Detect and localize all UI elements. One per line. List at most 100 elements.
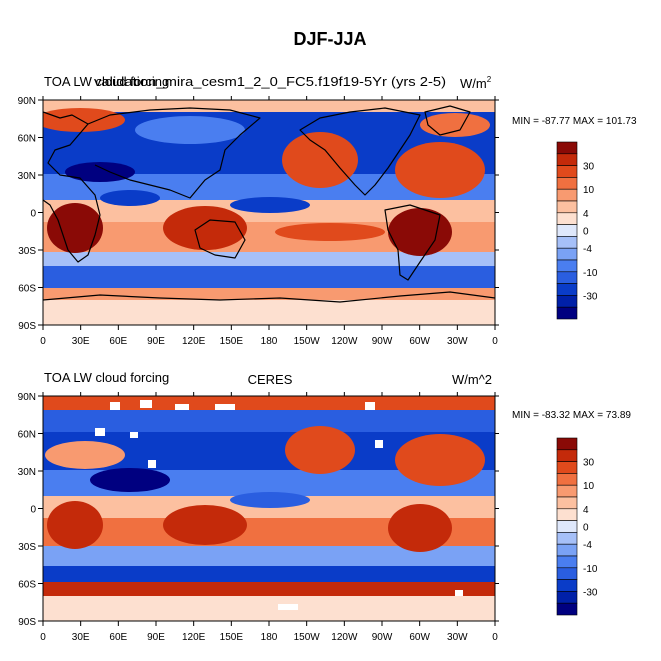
- x-tick-label: 0: [40, 632, 46, 643]
- x-tick-label: 150E: [220, 336, 244, 347]
- panel-obs: TOA LW cloud forcing CERES W/m^2 MIN = -…: [18, 370, 632, 643]
- panel-obs-axes: 0 30E 60E 90E 120E 150E 180 150W 120W 90W 60W 30W 09…: [18, 392, 499, 643]
- figure-title: DJF-JJA: [293, 29, 366, 49]
- panel-obs-missing-data: [140, 400, 152, 408]
- y-tick-label: 0: [30, 209, 36, 220]
- x-tick-label: 90W: [372, 336, 393, 347]
- panel-model-stats: MIN = -87.77 MAX = 101.73: [512, 116, 637, 127]
- panel-obs-feature: [163, 505, 247, 545]
- panel-model-feature: [65, 162, 135, 182]
- x-tick-label: 60W: [409, 336, 430, 347]
- y-tick-label: 90N: [18, 96, 36, 107]
- y-tick-label: 30S: [18, 542, 36, 553]
- colorbar-box: [556, 567, 578, 580]
- colorbar-box: [556, 165, 578, 178]
- panel-obs-center-title: CERES: [248, 372, 293, 387]
- panel-model-feature: [135, 116, 245, 144]
- coastline-europe-africa: [43, 111, 101, 263]
- colorbar-box: [556, 306, 578, 320]
- panel-obs-missing-data: [148, 460, 156, 468]
- colorbar-label: 4: [583, 209, 589, 220]
- y-tick-label: 90S: [18, 617, 36, 628]
- y-tick-label: 60S: [18, 284, 36, 295]
- colorbar-box: [556, 543, 578, 557]
- panel-model-feature: [47, 203, 103, 253]
- x-tick-label: 120E: [182, 336, 206, 347]
- coastline-south-america: [384, 204, 441, 281]
- panel-model-band: [43, 100, 495, 112]
- colorbar-label: 0: [583, 523, 589, 534]
- panel-model-band: [43, 300, 495, 325]
- panel-obs-band: [43, 582, 495, 596]
- panel-model-colorbar: 30 10 4 0 -4 -10 -30: [556, 141, 598, 320]
- colorbar-box: [556, 283, 578, 296]
- panel-obs-missing-data: [375, 440, 383, 448]
- colorbar-label: -4: [583, 540, 592, 551]
- coastline-north-america: [299, 107, 421, 196]
- colorbar-box: [556, 177, 578, 190]
- colorbar-box: [556, 508, 578, 521]
- y-tick-label: 60S: [18, 580, 36, 591]
- colorbar-label: -30: [583, 587, 598, 598]
- colorbar-label: 4: [583, 505, 589, 516]
- y-tick-label: 60N: [18, 430, 36, 441]
- panel-model-feature: [395, 142, 485, 198]
- panel-model-axes: 0 30E 60E 90E 120E 150E 180 150W 120W 90W 60W 30W 09…: [18, 96, 499, 347]
- panel-model-feature: [282, 132, 358, 188]
- coastline-asia: [87, 107, 261, 199]
- panel-obs-missing-data: [110, 402, 120, 410]
- colorbar-box: [556, 579, 578, 592]
- y-tick-label: 0: [30, 505, 36, 516]
- x-tick-label: 30W: [447, 632, 468, 643]
- coastline-antarctica: [43, 291, 495, 303]
- colorbar-label: 0: [583, 227, 589, 238]
- colorbar-box: [556, 224, 578, 237]
- colorbar-box: [556, 437, 578, 451]
- x-tick-label: 90E: [147, 632, 165, 643]
- colorbar-label: -4: [583, 244, 592, 255]
- x-tick-label: 60E: [109, 632, 127, 643]
- colorbar-box: [556, 259, 578, 273]
- panel-model-center-title: validation_mira_cesm1_2_0_FC5.f19f19-5Yr…: [94, 74, 446, 89]
- colorbar-box: [556, 449, 578, 462]
- x-tick-label: 150W: [294, 632, 321, 643]
- x-tick-label: 60W: [409, 632, 430, 643]
- x-tick-label: 120W: [331, 632, 358, 643]
- panel-model-left-title: TOA LW cloud forcing: [44, 74, 169, 89]
- x-tick-label: 180: [261, 336, 278, 347]
- x-tick-label: 150W: [294, 336, 321, 347]
- colorbar-box: [556, 236, 578, 249]
- panel-model-feature: [388, 208, 452, 256]
- x-tick-label: 30E: [72, 632, 90, 643]
- panel-obs-feature: [47, 501, 103, 549]
- colorbar-box: [556, 520, 578, 533]
- panel-model-band: [43, 288, 495, 300]
- colorbar-box: [556, 153, 578, 166]
- panel-model-feature: [43, 108, 125, 132]
- panel-obs-feature: [285, 426, 355, 474]
- x-tick-label: 30W: [447, 336, 468, 347]
- colorbar-box: [556, 461, 578, 474]
- panel-obs-missing-data: [455, 590, 463, 596]
- y-tick-label: 90S: [18, 321, 36, 332]
- x-tick-label: 0: [492, 632, 498, 643]
- panel-obs-missing-data: [365, 402, 375, 410]
- panel-model-feature: [420, 113, 490, 137]
- y-tick-label: 60N: [18, 134, 36, 145]
- panel-model-feature: [100, 190, 160, 206]
- colorbar-box: [556, 496, 578, 510]
- colorbar-label: -30: [583, 291, 598, 302]
- panel-obs-band: [43, 410, 495, 432]
- x-tick-label: 180: [261, 632, 278, 643]
- panel-obs-left-title: TOA LW cloud forcing: [44, 370, 169, 385]
- x-tick-label: 120W: [331, 336, 358, 347]
- panel-model-feature: [275, 223, 385, 241]
- panel-obs-missing-data: [278, 604, 298, 610]
- panel-model-feature: [163, 206, 247, 250]
- coastline-greenland: [424, 105, 471, 136]
- panel-model-feature: [230, 197, 310, 213]
- panel-obs-band: [43, 546, 495, 566]
- y-tick-label: 30N: [18, 467, 36, 478]
- colorbar-label: 10: [583, 185, 595, 196]
- colorbar-box: [556, 555, 578, 569]
